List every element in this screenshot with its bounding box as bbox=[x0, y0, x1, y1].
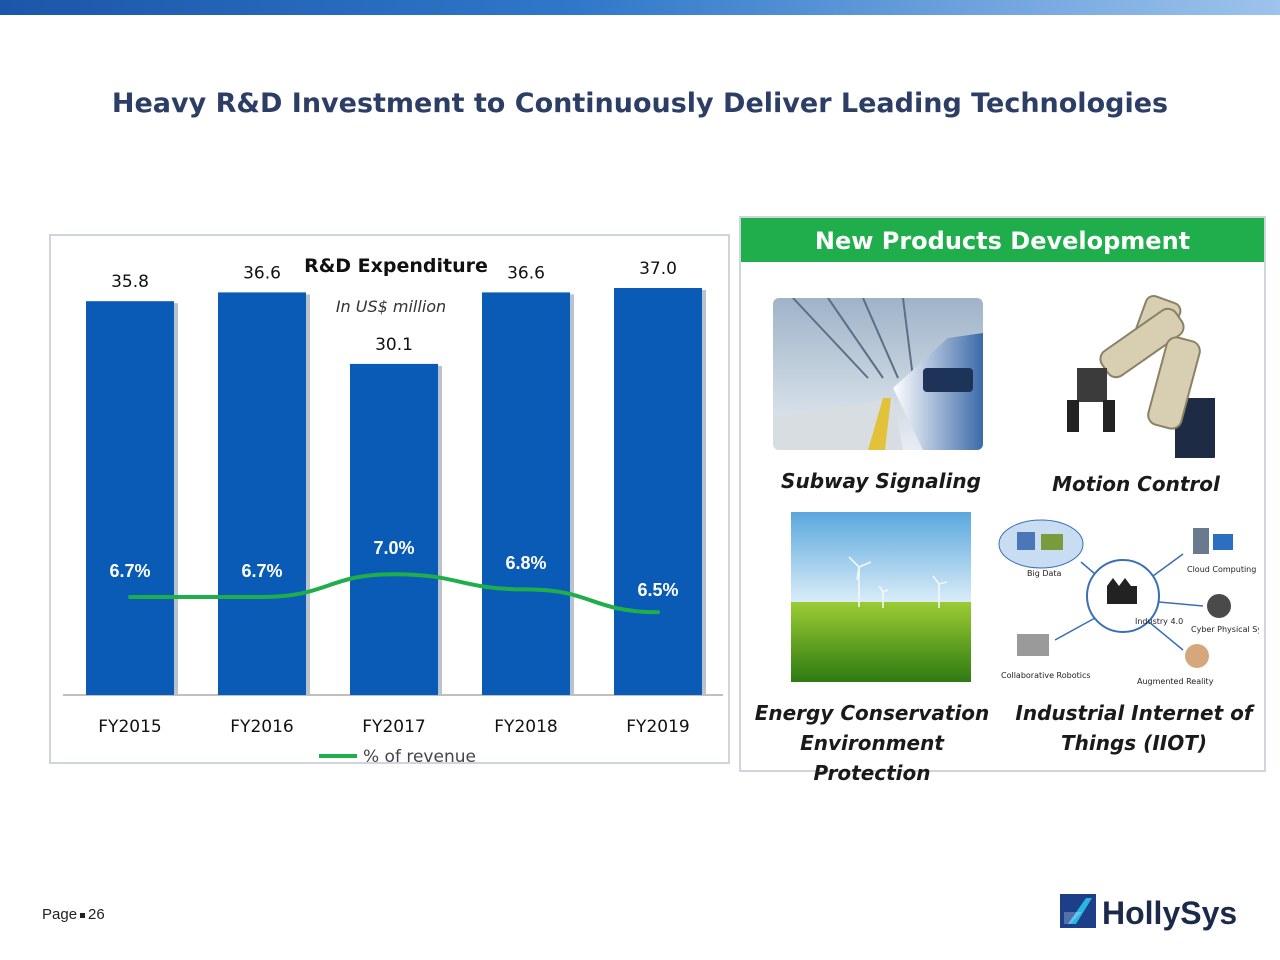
energy-caption-line1: Energy Conservation bbox=[754, 701, 990, 725]
bar-fy2016 bbox=[218, 292, 306, 695]
chart-subtitle: In US$ million bbox=[336, 297, 446, 316]
iiot-label-robotics: Collaborative Robotics bbox=[1001, 671, 1091, 680]
x-tick-label: FY2018 bbox=[494, 717, 557, 737]
logo-text: HollySys bbox=[1102, 895, 1237, 931]
page-label: Page bbox=[42, 906, 78, 923]
iiot-label-industry: Industry 4.0 bbox=[1135, 617, 1183, 626]
iiot-caption-line2: Things (IIOT) bbox=[1061, 731, 1207, 755]
x-tick-label: FY2019 bbox=[626, 717, 689, 737]
legend-label: % of revenue bbox=[363, 747, 476, 766]
iiot-diagram: Industry 4.0 Big Data Cloud Computing Cy… bbox=[997, 514, 1259, 690]
energy-caption-line2: Environment Protection bbox=[800, 731, 944, 785]
bar-value-label: 35.8 bbox=[111, 272, 149, 292]
pct-value-label: 6.5% bbox=[637, 580, 678, 600]
new-products-panel: New Products Development Subway Signali bbox=[739, 216, 1266, 785]
bar-fy2018 bbox=[482, 292, 570, 695]
bar-value-label: 36.6 bbox=[243, 263, 281, 283]
page-number-value: 26 bbox=[88, 906, 105, 923]
bar-fy2017 bbox=[350, 363, 438, 695]
bar-value-label: 30.1 bbox=[375, 335, 413, 355]
pct-value-label: 6.8% bbox=[505, 553, 546, 573]
iiot-caption-line1: Industrial Internet of bbox=[1015, 701, 1253, 725]
rd-expenditure-chart: R&D Expenditure In US$ million 35.8 36.6 3… bbox=[63, 255, 723, 766]
products-header: New Products Development bbox=[741, 218, 1264, 262]
iiot-label-cps: Cyber Physical Systems bbox=[1191, 625, 1259, 634]
subway-train-photo bbox=[773, 298, 983, 450]
iiot-label-bigdata: Big Data bbox=[1027, 569, 1062, 578]
energy-caption: Energy Conservation Environment Protecti… bbox=[741, 698, 1003, 788]
iiot-label-cloud: Cloud Computing bbox=[1187, 565, 1256, 574]
separator-square bbox=[80, 912, 86, 918]
pct-value-label: 6.7% bbox=[109, 561, 150, 581]
bar-fy2019 bbox=[614, 288, 702, 695]
pct-revenue-line bbox=[128, 572, 660, 615]
wind-turbine-photo bbox=[791, 512, 971, 682]
chart-title: R&D Expenditure bbox=[304, 255, 488, 277]
page-title: Heavy R&D Investment to Continuously Del… bbox=[111, 88, 1169, 119]
bar-value-label: 36.6 bbox=[507, 263, 545, 283]
robot-arm-photo bbox=[1057, 288, 1219, 458]
bar-fy2015 bbox=[86, 301, 174, 695]
rd-chart-panel: R&D Expenditure In US$ million 35.8 36.6 3… bbox=[49, 234, 730, 766]
hollysys-logo: HollySys bbox=[1056, 888, 1246, 934]
x-tick-label: FY2015 bbox=[98, 717, 161, 737]
x-tick-label: FY2017 bbox=[362, 717, 425, 737]
pct-value-label: 7.0% bbox=[373, 538, 414, 558]
page-number: Page 26 bbox=[42, 906, 105, 923]
motion-control-caption: Motion Control bbox=[1052, 472, 1220, 496]
top-accent-bar bbox=[0, 0, 1280, 15]
iiot-label-ar: Augmented Reality bbox=[1137, 677, 1214, 686]
iiot-caption: Industrial Internet of Things (IIOT) bbox=[1003, 698, 1265, 758]
subway-signaling-caption: Subway Signaling bbox=[781, 469, 981, 493]
x-tick-label: FY2016 bbox=[230, 717, 293, 737]
bar-value-label: 37.0 bbox=[639, 259, 677, 279]
pct-value-label: 6.7% bbox=[241, 561, 282, 581]
